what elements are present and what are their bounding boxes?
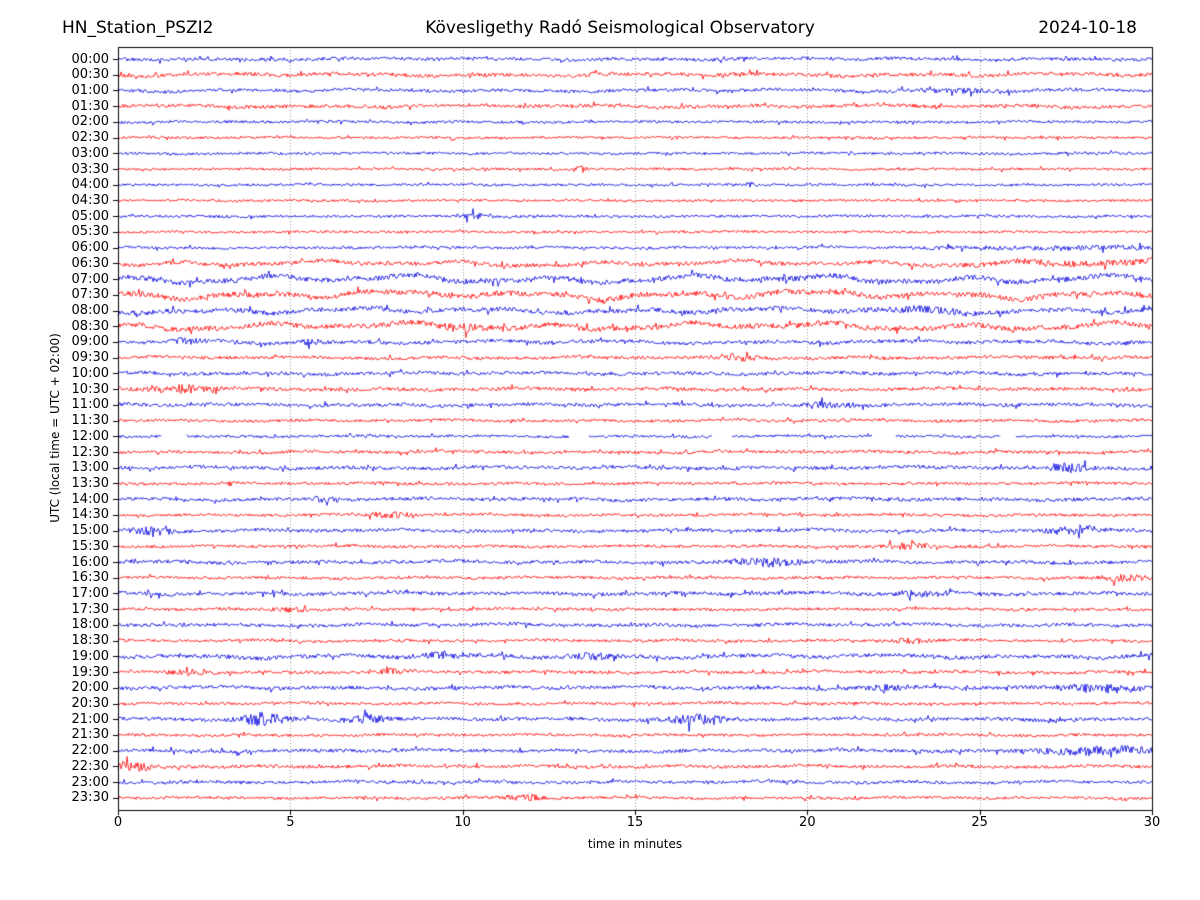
y-tick-label: 20:00 [71,680,109,696]
y-tick-label: 20:30 [71,696,109,712]
y-tick-label: 12:00 [71,428,109,444]
y-tick-label: 22:00 [71,743,109,759]
y-tick-label: 11:00 [71,397,109,413]
y-tick-label: 02:00 [71,114,109,130]
y-tick-label: 00:30 [71,67,109,83]
y-tick-label: 18:00 [71,617,109,633]
x-axis-title: time in minutes [587,837,683,851]
y-axis-title: UTC (local time = UTC + 02:00) [48,333,62,523]
y-tick-label: 05:00 [71,208,109,224]
x-tick-label: 5 [286,815,295,830]
y-tick-label: 17:30 [71,601,109,617]
x-tick-label: 0 [113,815,123,830]
y-tick-label: 22:30 [71,758,109,774]
y-tick-label: 09:00 [71,334,109,350]
y-tick-label: 16:00 [71,554,109,570]
x-tick-label: 10 [454,815,471,830]
x-tick-label: 15 [626,815,644,830]
y-tick-label: 01:30 [71,98,109,114]
y-tick-label: 02:30 [71,130,109,146]
y-tick-label: 19:30 [71,664,109,680]
y-tick-label: 06:00 [71,240,109,256]
y-tick-label: 21:30 [71,727,109,743]
x-tick-label: 20 [799,815,816,830]
y-tick-label: 08:30 [71,318,109,334]
y-tick-label: 16:30 [71,570,109,586]
x-tick-label: 25 [971,815,988,830]
y-tick-label: 06:30 [71,255,109,271]
y-tick-label: 07:30 [71,287,109,303]
y-tick-label: 03:30 [71,161,109,177]
y-tick-label: 10:30 [71,381,109,397]
y-tick-label: 11:30 [71,413,109,429]
y-tick-label: 21:00 [71,711,109,727]
y-tick-label: 07:00 [71,271,109,287]
y-tick-label: 14:30 [71,507,109,523]
y-tick-label: 04:30 [71,192,109,208]
y-tick-label: 12:30 [71,444,109,460]
y-tick-label: 19:00 [71,648,109,664]
x-tick-label: 30 [1143,815,1161,830]
y-tick-label: 23:00 [71,774,109,790]
y-tick-label: 09:30 [71,350,109,366]
y-tick-label: 17:00 [71,585,109,601]
y-tick-label: 10:00 [71,365,109,381]
y-tick-label: 00:00 [71,51,109,67]
y-tick-label: 08:00 [71,303,109,319]
y-tick-label: 18:30 [71,633,109,649]
y-tick-label: 01:00 [71,82,109,98]
y-tick-label: 14:00 [71,491,109,507]
y-tick-label: 03:00 [71,145,109,161]
y-tick-label: 13:30 [71,475,109,491]
y-tick-label: 13:00 [71,460,109,476]
y-tick-label: 04:00 [71,177,109,193]
y-tick-label: 15:00 [71,523,109,539]
y-tick-label: 05:30 [71,224,109,240]
y-tick-label: 23:30 [71,790,109,806]
y-tick-label: 15:30 [71,538,109,554]
